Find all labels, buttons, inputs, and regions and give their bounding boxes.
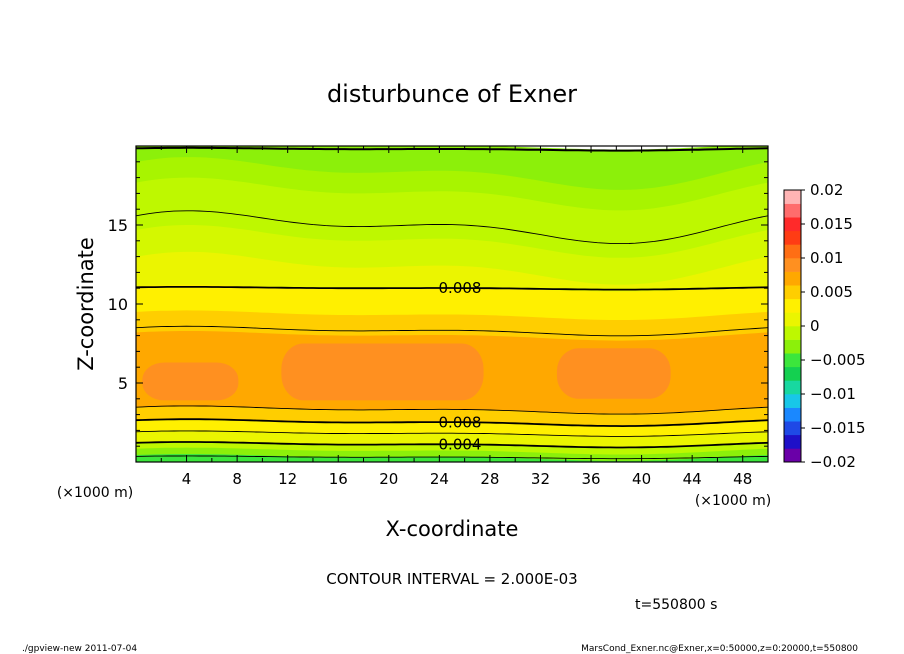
y-tick-label: 5 — [118, 374, 128, 393]
colorbar-cell — [784, 421, 801, 436]
y-tick-label: 15 — [108, 216, 128, 235]
contour-line — [136, 405, 768, 415]
colorbar-cell — [784, 434, 801, 449]
field-band — [136, 454, 768, 462]
colorbar-cell — [784, 190, 801, 204]
contour-labels: 0.008 0.008 0.004 — [439, 279, 482, 454]
contour-label: 0.008 — [439, 414, 482, 432]
contour-line — [136, 146, 768, 152]
footer-right: MarsCond_Exner.nc@Exner,x=0:50000,z=0:20… — [581, 644, 858, 654]
x-tick-label: 44 — [683, 470, 702, 488]
contour-label: 0.004 — [439, 436, 482, 454]
colorbar: 0.02 0.015 0.01 0.005 0 −0.005 −0.01 −0.015 −0.0… — [783, 181, 866, 471]
contour-line — [136, 418, 768, 428]
colorbar-cell — [784, 407, 801, 422]
y-axis: 5 10 15 — [108, 161, 768, 447]
colorbar-tick-label: 0.005 — [810, 283, 853, 301]
contour-line — [136, 286, 768, 291]
high-cell — [142, 362, 239, 401]
contour-interval-text: CONTOUR INTERVAL = 2.000E-03 — [326, 570, 577, 588]
colorbar-tick-label: 0.015 — [810, 215, 853, 233]
colorbar-cell — [784, 203, 801, 218]
colorbar-cell — [784, 326, 801, 340]
contour-line — [136, 430, 768, 437]
x-tick-label: 12 — [278, 470, 297, 488]
colorbar-cell — [784, 339, 801, 354]
contour-line — [136, 455, 768, 460]
y-tick-label: 10 — [108, 295, 128, 314]
colorbar-cell — [784, 285, 801, 300]
x-unit-right: (×1000 m) — [695, 493, 771, 509]
colorbar-tick-label: 0 — [810, 317, 820, 335]
contour-field — [136, 146, 768, 462]
colorbar-cell — [784, 380, 801, 395]
x-tick-label: 32 — [531, 470, 550, 488]
x-tick-label: 36 — [581, 470, 600, 488]
colorbar-tick-label: −0.02 — [810, 453, 856, 471]
contour-line — [136, 210, 768, 245]
contour-lines — [136, 146, 768, 460]
colorbar-cell — [784, 394, 801, 408]
colorbar-cell — [784, 271, 801, 286]
x-tick-label: 4 — [182, 470, 192, 488]
x-tick-label: 28 — [480, 470, 499, 488]
colorbar-cell — [784, 312, 801, 327]
x-axis: 4 8 12 16 20 24 28 32 36 40 44 48 — [160, 146, 769, 488]
contour-line — [136, 325, 768, 337]
colorbar-tick-label: −0.01 — [810, 385, 856, 403]
x-axis-label: X-coordinate — [386, 517, 519, 541]
x-tick-label: 48 — [733, 470, 752, 488]
x-tick-label: 24 — [430, 470, 449, 488]
high-cell — [556, 348, 671, 399]
colorbar-cell — [784, 448, 801, 463]
colorbar-tick-label: −0.015 — [810, 419, 866, 437]
footer-left: ./gpview-new 2011-07-04 — [22, 644, 137, 654]
chart-title: disturbunce of Exner — [327, 80, 577, 108]
colorbar-tick-label: 0.02 — [810, 181, 843, 199]
colorbar-cell — [784, 230, 801, 245]
contour-line — [136, 441, 768, 449]
x-unit-left: (×1000 m) — [57, 485, 133, 501]
colorbar-cell — [784, 217, 801, 232]
colorbar-cell — [784, 366, 801, 381]
colorbar-cell — [784, 298, 801, 313]
contour-label: 0.008 — [439, 279, 482, 297]
colorbar-tick-label: −0.005 — [810, 351, 866, 369]
colorbar-cell — [784, 244, 801, 259]
y-axis-label: Z-coordinate — [74, 237, 98, 371]
x-tick-label: 20 — [379, 470, 398, 488]
colorbar-cell — [784, 258, 801, 272]
x-tick-label: 40 — [632, 470, 651, 488]
high-cell — [281, 343, 484, 401]
time-text: t=550800 s — [635, 597, 717, 613]
colorbar-cell — [784, 353, 801, 368]
x-tick-label: 8 — [232, 470, 242, 488]
x-tick-label: 16 — [329, 470, 348, 488]
colorbar-tick-label: 0.01 — [810, 249, 843, 267]
